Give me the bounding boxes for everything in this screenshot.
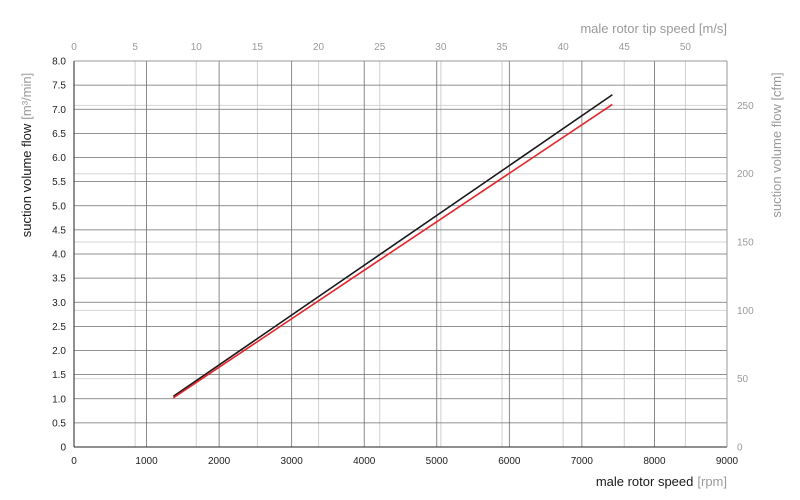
x-axis-label-unit: [rpm]: [697, 474, 727, 489]
y-tick-label-13: 6.5: [52, 129, 66, 140]
x2-tick-label-1: 5: [132, 42, 138, 53]
y2-tick-label-2: 100: [737, 306, 754, 317]
y-axis-label: suction volume flow [m³/min]: [19, 73, 34, 237]
y-tick-label-10: 5.0: [52, 201, 66, 212]
y-tick-label-7: 3.5: [52, 274, 66, 285]
y-tick-label-14: 7.0: [52, 105, 66, 116]
x-tick-label-9: 9000: [716, 456, 739, 467]
x2-tick-label-2: 10: [191, 42, 203, 53]
x-tick-label-1: 1000: [135, 456, 158, 467]
y2-tick-label-3: 150: [737, 238, 754, 249]
grid: [74, 61, 727, 447]
series-line-1: [172, 103, 613, 399]
x-tick-label-6: 6000: [498, 456, 521, 467]
y-tick-label-0: 0: [60, 443, 66, 454]
y-tick-label-12: 6.0: [52, 153, 66, 164]
series-lines: [172, 94, 613, 399]
x-tick-label-7: 7000: [571, 456, 594, 467]
y2-axis-label: suction volume flow [cfm]: [769, 72, 784, 217]
x-tick-label-3: 3000: [281, 456, 304, 467]
x-axis-label-text: male rotor speed: [596, 474, 694, 489]
x-tick-label-5: 5000: [426, 456, 449, 467]
x2-tick-label-0: 0: [71, 42, 77, 53]
x2-tick-label-9: 45: [619, 42, 631, 53]
series-line-0: [172, 94, 613, 397]
y-tick-label-6: 3.0: [52, 298, 66, 309]
y-tick-label-5: 2.5: [52, 322, 66, 333]
y-tick-label-9: 4.5: [52, 225, 66, 236]
x-axis-label: male rotor speed [rpm]: [596, 474, 727, 489]
x2-tick-label-7: 35: [496, 42, 508, 53]
y-tick-label-16: 8.0: [52, 57, 66, 68]
x2-tick-label-8: 40: [558, 42, 570, 53]
x2-axis-label: male rotor tip speed [m/s]: [580, 21, 727, 36]
plot-frame: [73, 60, 728, 448]
y-axis-label-unit: [m³/min]: [19, 73, 34, 120]
x2-tick-label-4: 20: [313, 42, 325, 53]
y-tick-label-11: 5.5: [52, 177, 66, 188]
y-tick-label-3: 1.5: [52, 370, 66, 381]
x-tick-label-4: 4000: [353, 456, 376, 467]
x2-tick-label-10: 50: [680, 42, 692, 53]
x-tick-label-0: 0: [71, 456, 77, 467]
x2-tick-label-3: 15: [252, 42, 264, 53]
y-axis-label-text: suction volume flow: [19, 123, 34, 237]
x2-tick-label-6: 30: [435, 42, 447, 53]
y2-tick-label-5: 250: [737, 101, 754, 112]
x-tick-label-2: 2000: [208, 456, 231, 467]
y-tick-label-8: 4.0: [52, 250, 66, 261]
x-tick-label-8: 8000: [643, 456, 666, 467]
tick-labels: 0 0.5 1.0 1.5 2.0 2.5 3.0 3.5 4.0 4.5 5.0 5.5 6.0 6.5…: [52, 42, 754, 467]
y2-tick-label-1: 50: [737, 374, 749, 385]
y-tick-label-1: 0.5: [52, 418, 66, 429]
y-tick-label-15: 7.5: [52, 81, 66, 92]
y-tick-label-4: 2.0: [52, 346, 66, 357]
y-tick-label-2: 1.0: [52, 394, 66, 405]
y2-tick-label-0: 0: [737, 443, 743, 454]
y2-tick-label-4: 200: [737, 169, 754, 180]
x2-tick-label-5: 25: [374, 42, 386, 53]
